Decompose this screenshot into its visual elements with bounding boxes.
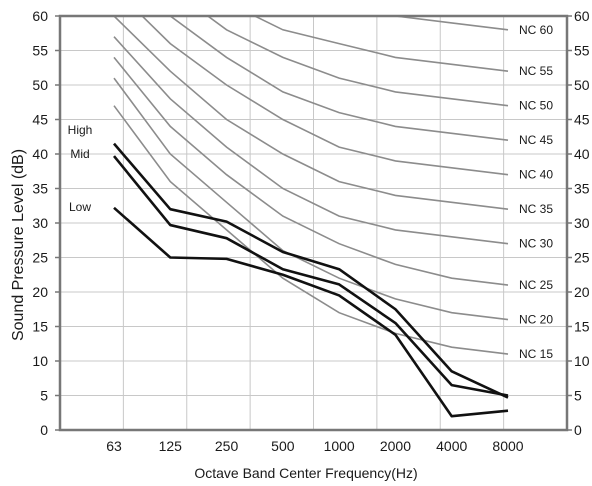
nc-curve-label: NC 35: [519, 202, 553, 216]
y-tick-label-right: 60: [574, 8, 590, 24]
x-tick-label: 8000: [492, 438, 523, 454]
series-line: [113, 142, 509, 399]
x-tick-label: 500: [271, 438, 295, 454]
y-tick-label-right: 10: [574, 353, 590, 369]
y-tick-label: 0: [40, 422, 48, 438]
y-tick-label-right: 20: [574, 284, 590, 300]
y-tick-label: 50: [32, 77, 48, 93]
nc-curve-label: NC 25: [519, 278, 553, 292]
series-line: [113, 206, 509, 418]
series-line: [112, 155, 509, 397]
grid-lines: [59, 15, 568, 431]
y-tick-label-right: 0: [574, 422, 582, 438]
x-tick-label: 1000: [324, 438, 355, 454]
series-label: High: [68, 123, 93, 137]
nc-curve-line: [113, 56, 509, 286]
y-axis-title: Sound Pressure Level (dB): [10, 149, 27, 341]
x-axis-title: Octave Band Center Frequency(Hz): [194, 465, 417, 481]
nc-curve-line: [113, 16, 509, 210]
y-tick-label: 55: [32, 43, 48, 59]
nc-curve-line: [113, 77, 509, 321]
x-tick-label: 250: [215, 438, 239, 454]
y-tick-label: 25: [32, 250, 48, 266]
x-tick-label: 125: [159, 438, 183, 454]
series-label: Mid: [70, 147, 89, 161]
nc-curve-label: NC 40: [519, 168, 553, 182]
nc-curve-line: [388, 16, 509, 31]
x-tick-label: 4000: [436, 438, 467, 454]
y-tick-label-right: 55: [574, 43, 590, 59]
y-tick-label-right: 15: [574, 319, 590, 335]
y-tick-label: 45: [32, 112, 48, 128]
nc-curve-line: [252, 16, 509, 72]
nc-curve-line: [113, 36, 509, 245]
nc-curve-label: NC 45: [519, 133, 553, 147]
x-tick-label: 2000: [380, 438, 411, 454]
nc-curve-label: NC 55: [519, 64, 553, 78]
nc-curve-label: NC 30: [519, 237, 553, 251]
y-tick-label-right: 40: [574, 146, 590, 162]
nc-curves: [113, 16, 509, 355]
y-tick-label: 60: [32, 8, 48, 24]
y-tick-label: 5: [40, 388, 48, 404]
nc-curve-line: [206, 16, 509, 107]
nc-curve-label: NC 50: [519, 99, 553, 113]
y-tick-label: 35: [32, 181, 48, 197]
nc-curve-label: NC 20: [519, 313, 553, 327]
x-tick-label: 63: [106, 438, 122, 454]
nc-curve-line: [141, 16, 509, 176]
nc-curve-line: [113, 105, 509, 355]
nc-curve-line: [169, 16, 509, 141]
series-label: Low: [69, 200, 91, 214]
y-tick-label-right: 50: [574, 77, 590, 93]
y-tick-label-right: 5: [574, 388, 582, 404]
y-tick-label-right: 30: [574, 215, 590, 231]
y-tick-label: 20: [32, 284, 48, 300]
y-tick-label: 15: [32, 319, 48, 335]
nc-curve-label: NC 60: [519, 23, 553, 37]
y-tick-label: 40: [32, 146, 48, 162]
measured-series: [112, 142, 509, 418]
y-tick-label: 30: [32, 215, 48, 231]
nc-curve-label: NC 15: [519, 347, 553, 361]
y-tick-label-right: 35: [574, 181, 590, 197]
series-labels: NC 60 NC 55 NC 50 NC 45 NC 40 NC 35 NC 30 NC 25…: [68, 23, 554, 361]
y-tick-label: 10: [32, 353, 48, 369]
y-tick-label-right: 25: [574, 250, 590, 266]
y-tick-label-right: 45: [574, 112, 590, 128]
